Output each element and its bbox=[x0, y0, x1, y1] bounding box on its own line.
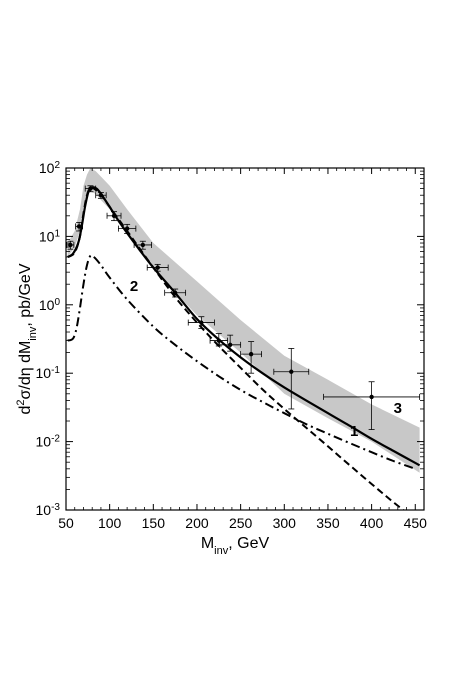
data-marker bbox=[68, 242, 73, 248]
y-tick-label: 10-3 bbox=[36, 502, 61, 519]
data-marker bbox=[155, 265, 160, 270]
data-marker bbox=[199, 320, 204, 325]
x-tick-label: 400 bbox=[360, 515, 384, 531]
data-marker bbox=[289, 369, 294, 374]
y-tick-label: 101 bbox=[39, 228, 61, 245]
x-axis-title: Minv, GeV bbox=[201, 535, 270, 557]
data-point bbox=[219, 334, 242, 352]
y-axis-title: d2σ/dη dMinv, pb/GeV bbox=[15, 263, 39, 414]
x-tick-label: 50 bbox=[58, 515, 74, 531]
x-tick-label: 100 bbox=[98, 515, 122, 531]
plot-frame bbox=[65, 167, 425, 511]
data-point bbox=[84, 185, 97, 193]
y-tick-label: 10-1 bbox=[36, 365, 61, 382]
data-marker bbox=[98, 193, 104, 198]
x-tick-label: 300 bbox=[273, 515, 297, 531]
data-marker bbox=[172, 290, 178, 295]
y-tick-label: 100 bbox=[39, 296, 61, 313]
data-point bbox=[187, 316, 215, 329]
x-tick-label: 250 bbox=[229, 515, 253, 531]
data-point bbox=[75, 222, 83, 232]
data-marker bbox=[216, 338, 222, 343]
data-marker bbox=[88, 186, 93, 191]
data-marker bbox=[111, 213, 117, 219]
y-tick-label: 102 bbox=[39, 160, 61, 177]
data-marker bbox=[140, 242, 146, 248]
curve-2 bbox=[67, 254, 416, 470]
data-point bbox=[323, 381, 421, 430]
data-marker bbox=[124, 226, 130, 231]
data-point bbox=[117, 223, 137, 234]
data-point bbox=[133, 240, 152, 250]
x-tick-label: 350 bbox=[316, 515, 340, 531]
data-point bbox=[273, 348, 310, 410]
data-point bbox=[164, 288, 187, 298]
curve-labels: 1 2 3 bbox=[130, 278, 402, 440]
uncertainty-band bbox=[67, 168, 420, 473]
data-marker bbox=[76, 224, 82, 229]
curve-label-2: 2 bbox=[130, 278, 138, 295]
x-tick-label: 200 bbox=[185, 515, 209, 531]
data-point bbox=[106, 211, 122, 222]
curve-label-3: 3 bbox=[394, 400, 402, 417]
data-marker bbox=[227, 342, 233, 348]
axes: 50 100 150 200 250 300 350 400 450 10-3 10-2 10-1 10… bbox=[36, 160, 428, 532]
curve-label-1: 1 bbox=[350, 423, 358, 440]
y-tick-label: 10-2 bbox=[36, 433, 61, 450]
x-tick-label: 150 bbox=[142, 515, 166, 531]
data-point bbox=[209, 333, 228, 347]
data-marker bbox=[369, 394, 374, 400]
data-marker bbox=[248, 351, 254, 357]
data-points-layer bbox=[66, 185, 421, 430]
data-point bbox=[240, 341, 262, 374]
data-point bbox=[95, 191, 107, 199]
uncertainty-band-layer bbox=[67, 168, 420, 473]
x-tick-label: 450 bbox=[404, 515, 428, 531]
data-point bbox=[146, 263, 169, 272]
